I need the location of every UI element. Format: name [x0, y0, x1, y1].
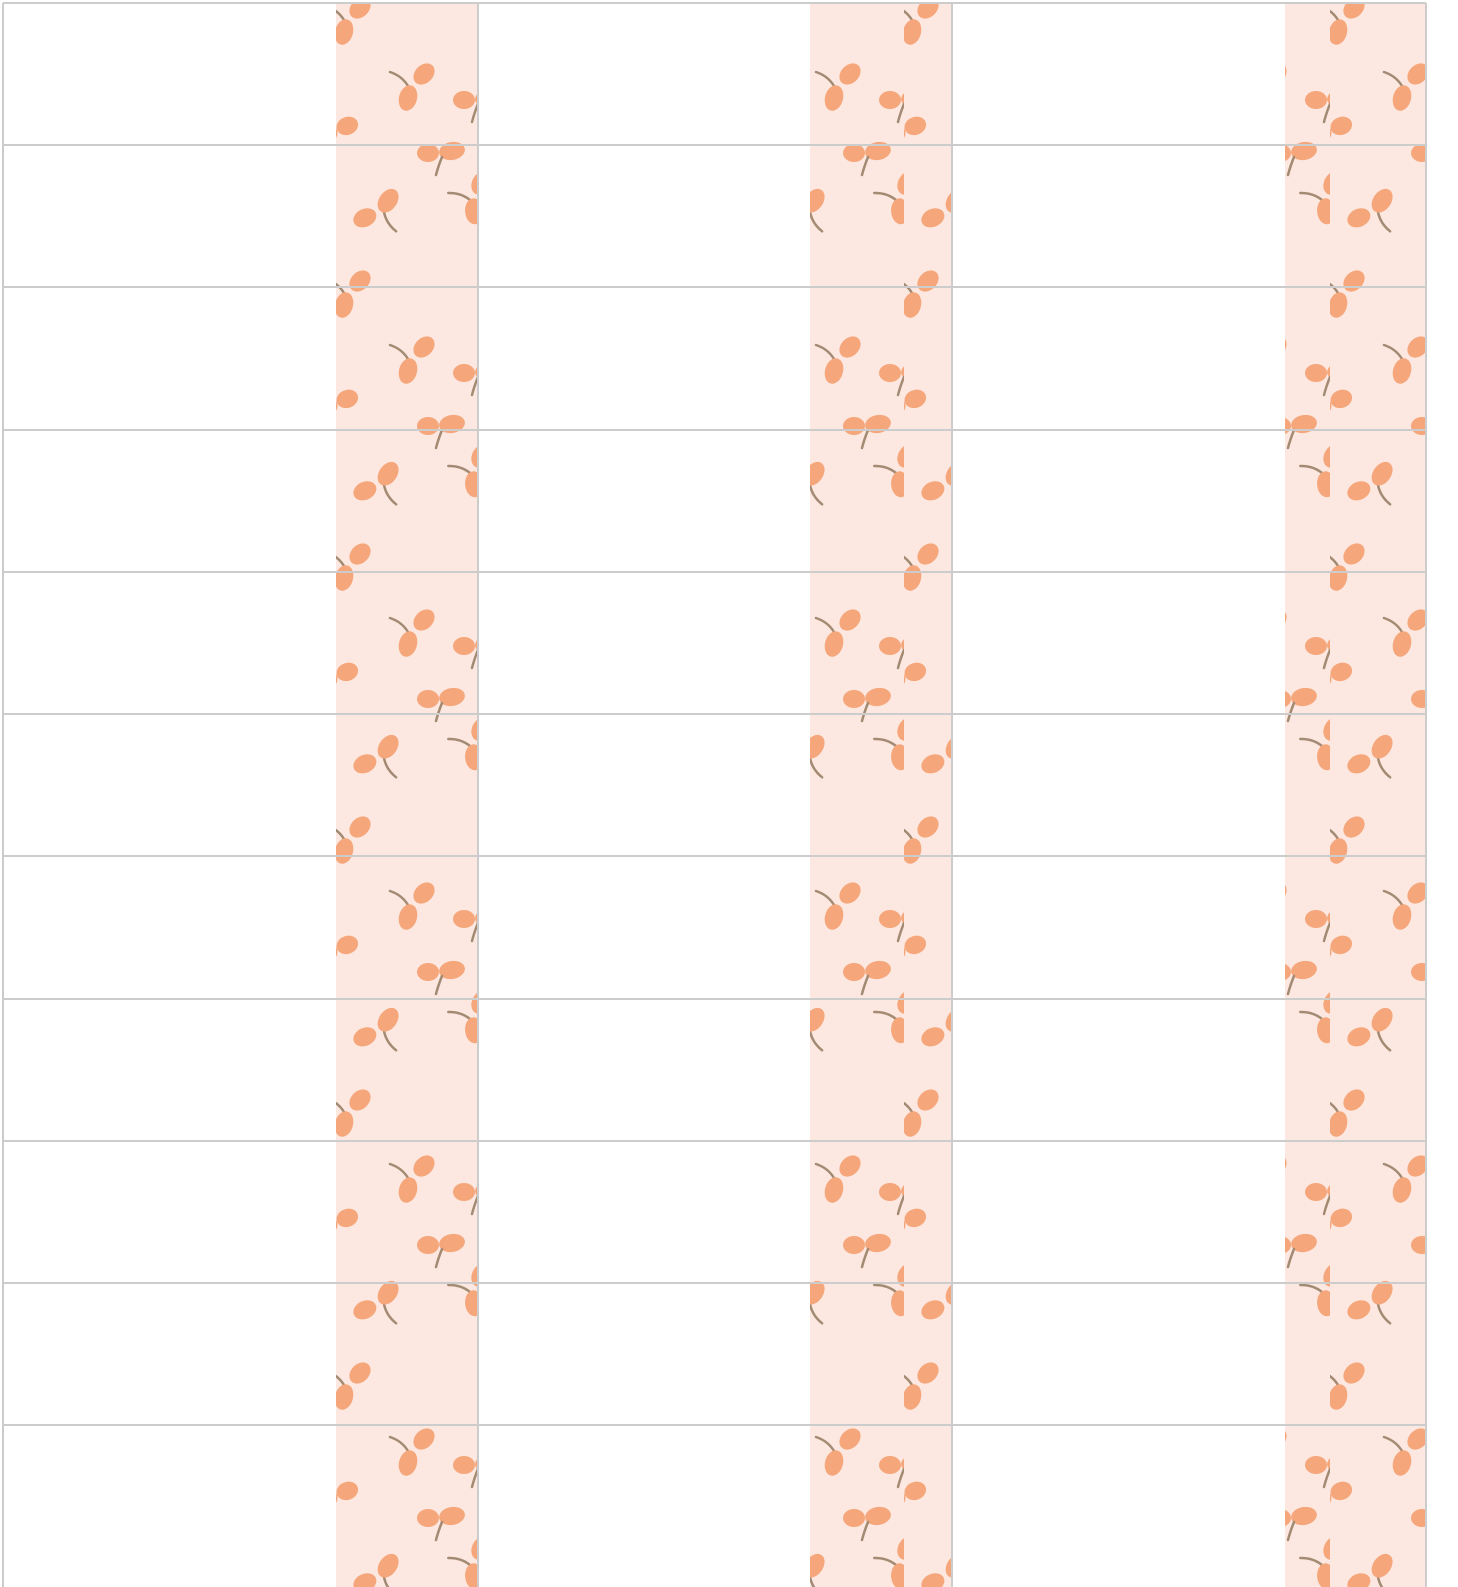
decor-stripe: [1285, 3, 1426, 1587]
label-sheet: [0, 0, 1458, 1587]
decor-stripe: [336, 3, 478, 1587]
page: [0, 0, 1458, 1587]
sheet-background: [0, 0, 1458, 1587]
decor-stripe: [810, 3, 952, 1587]
